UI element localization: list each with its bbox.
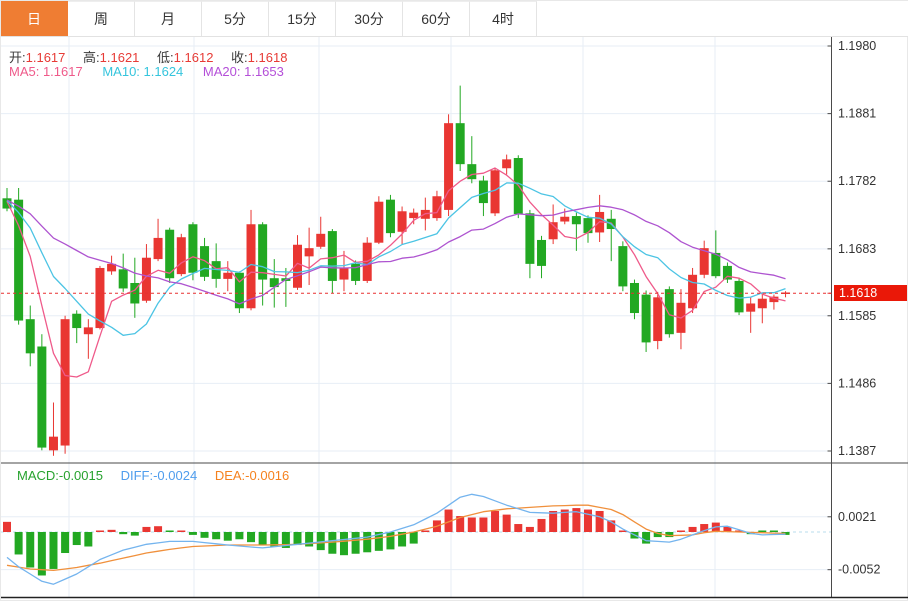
high-value: 1.1621: [99, 50, 140, 65]
close-value: 1.1618: [247, 50, 288, 65]
tab-30min[interactable]: 30分: [336, 1, 403, 36]
svg-text:-0.0052: -0.0052: [838, 563, 880, 577]
svg-text:1.1980: 1.1980: [838, 39, 876, 53]
tab-15min[interactable]: 15分: [269, 1, 336, 36]
macd-value: MACD:-0.0015: [17, 468, 103, 483]
ohlc-readout: 开:1.1617 高:1.1621 低:1.1612 收:1.1618: [9, 47, 301, 66]
tab-week[interactable]: 周: [68, 1, 135, 36]
ma10-value: MA10: 1.1624: [102, 64, 184, 79]
tab-day[interactable]: 日: [1, 1, 68, 36]
current-price-badge: 1.1618: [834, 285, 907, 301]
tab-month[interactable]: 月: [135, 1, 202, 36]
close-label: 收:: [231, 50, 248, 65]
open-value: 1.1617: [25, 50, 66, 65]
ma20-value: MA20: 1.1653: [202, 64, 284, 79]
tab-60min[interactable]: 60分: [403, 1, 470, 36]
period-toolbar: 日 周 月 5分 15分 30分 60分 4时: [1, 1, 908, 37]
svg-text:1.1387: 1.1387: [838, 444, 876, 458]
svg-text:1.1881: 1.1881: [838, 107, 876, 121]
low-value: 1.1612: [173, 50, 214, 65]
open-label: 开:: [9, 50, 26, 65]
svg-text:1.1585: 1.1585: [838, 309, 876, 323]
ma5-value: MA5: 1.1617: [9, 64, 83, 79]
tab-5min[interactable]: 5分: [202, 1, 269, 36]
svg-text:1.1683: 1.1683: [838, 242, 876, 256]
svg-text:0.0021: 0.0021: [838, 510, 876, 524]
svg-text:1.1486: 1.1486: [838, 376, 876, 390]
low-label: 低:: [157, 50, 174, 65]
ma-readout: MA5: 1.1617 MA10: 1.1624 MA20: 1.1653: [9, 64, 300, 79]
high-label: 高:: [83, 50, 100, 65]
svg-text:1.1782: 1.1782: [838, 174, 876, 188]
tab-4hour[interactable]: 4时: [470, 1, 537, 36]
macd-readout: MACD:-0.0015 DIFF:-0.0024 DEA:-0.0016: [17, 468, 303, 483]
diff-value: DIFF:-0.0024: [120, 468, 198, 483]
dea-value: DEA:-0.0016: [214, 468, 290, 483]
